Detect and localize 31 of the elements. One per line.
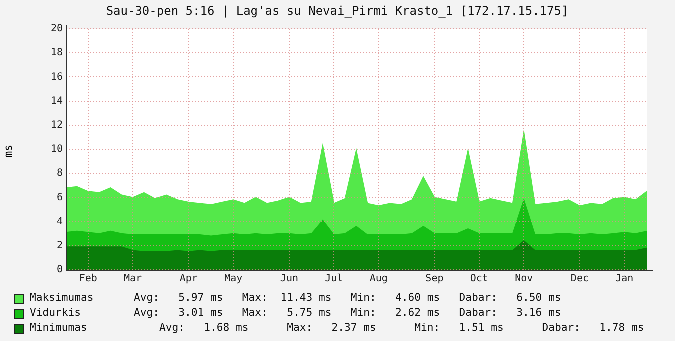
x-tick-label: Oct — [470, 274, 488, 285]
x-tick-label: Apr — [180, 274, 198, 285]
y-tick-label: 2 — [56, 240, 63, 252]
y-tick-label: 18 — [50, 48, 63, 59]
x-tick-label: May — [224, 274, 243, 285]
x-tick-label: Jul — [325, 274, 344, 285]
legend-label: Maksimumas — [30, 291, 95, 306]
y-tick-label: 6 — [56, 192, 63, 204]
text: Avg: 3.01 ms Max: 5.75 ms Min: 2.62 ms Dabar: 3.16 ms — [134, 306, 562, 321]
x-tick-label: Mar — [124, 274, 142, 285]
y-tick-label: 14 — [50, 96, 63, 107]
x-tick-label: Jan — [616, 274, 634, 285]
text: Avg: 5.97 ms Max: 11.43 ms Min: 4.60 ms Dabar: 6.50 ms — [134, 291, 562, 306]
x-tick-label: Jun — [280, 274, 298, 285]
x-tick-label: Aug — [370, 274, 388, 285]
x-tick-label: Dec — [570, 274, 589, 285]
x-tick-label: Feb — [79, 274, 98, 285]
y-axis-title: ms — [2, 144, 15, 158]
x-tick-label: Sep — [426, 274, 444, 285]
y-tick-label: 12 — [50, 120, 63, 131]
y-tick-label: 4 — [56, 216, 63, 228]
y-tick-label: 0 — [56, 264, 63, 276]
x-tick-label: Nov — [515, 274, 534, 285]
y-tick-label: 8 — [56, 168, 63, 180]
y-tick-label: 16 — [50, 72, 63, 83]
legend-label: Minimumas — [30, 321, 88, 336]
y-tick-label: 10 — [50, 144, 63, 156]
legend-label: Vidurkis — [30, 306, 82, 321]
y-tick-label: 20 — [50, 24, 63, 35]
text: Avg: 1.68 ms Max: 2.37 ms Min: 1.51 ms Dabar: 1.78 ms — [158, 321, 644, 336]
chart-title: Sau-30-pen 5:16 | Lag'as su Nevai_Pirmi Krasto_1 [172.17.15.175] — [105, 4, 570, 18]
